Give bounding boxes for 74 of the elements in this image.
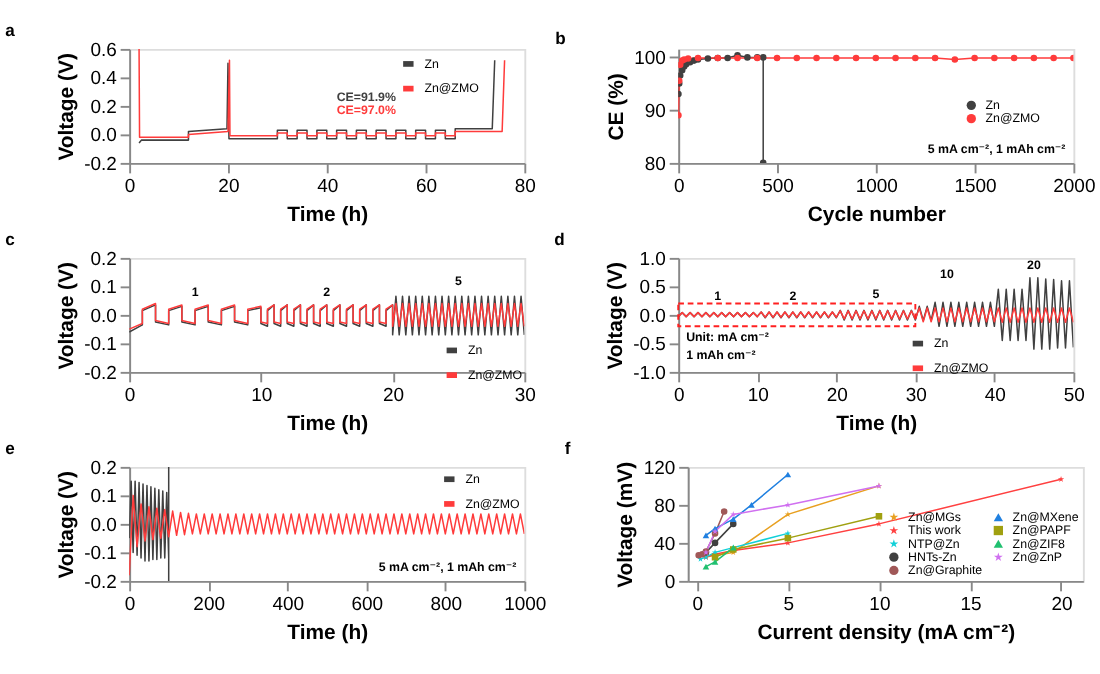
y-tick-label: -0.2 xyxy=(84,362,117,385)
y-tick-label: 1.0 xyxy=(639,248,666,271)
x-tick-label: 30 xyxy=(514,385,536,408)
chart-title: d xyxy=(554,228,565,249)
y-tick-label: -0.2 xyxy=(84,153,117,176)
x-tick-label: 0 xyxy=(124,176,136,199)
y-tick-label: 0.1 xyxy=(90,486,117,509)
chart-title: f xyxy=(564,437,571,458)
x-tick-label: 15 xyxy=(960,594,982,617)
x-tick-label: 10 xyxy=(747,385,769,408)
x-tick-label: 400 xyxy=(272,594,305,617)
y-tick-label: 0.0 xyxy=(639,305,666,328)
x-tick-label: 1500 xyxy=(954,176,997,199)
x-tick-label: 2000 xyxy=(1053,176,1096,199)
y-tick-label: 120 xyxy=(643,457,676,480)
x-tick-label: 30 xyxy=(905,385,927,408)
y-tick-label: 90 xyxy=(644,100,666,123)
y-axis-title: CE (%) xyxy=(606,73,629,141)
y-tick-label: 0.6 xyxy=(90,39,117,62)
x-tick-label: 20 xyxy=(826,385,848,408)
y-axis-title: Voltage (V) xyxy=(56,53,79,161)
y-tick-label: -1.0 xyxy=(633,362,666,385)
x-tick-label: 20 xyxy=(1051,594,1073,617)
y-tick-label: -0.1 xyxy=(84,543,117,566)
x-tick-label: 20 xyxy=(383,385,405,408)
y-tick-label: -0.5 xyxy=(633,334,666,357)
x-axis-title: Time (h) xyxy=(287,204,369,227)
x-axis-title: Time (h) xyxy=(836,413,918,436)
x-tick-label: 500 xyxy=(762,176,794,199)
y-tick-label: 0.2 xyxy=(90,457,117,480)
x-tick-label: 1000 xyxy=(855,176,898,199)
y-tick-label: 80 xyxy=(644,153,666,176)
y-tick-label: 0.0 xyxy=(90,125,117,148)
y-tick-label: 0.4 xyxy=(90,68,117,91)
y-tick-label: -0.1 xyxy=(84,334,117,357)
x-tick-label: 10 xyxy=(869,594,891,617)
y-tick-label: 40 xyxy=(654,533,676,556)
chart-title: b xyxy=(555,27,566,48)
x-tick-label: 800 xyxy=(430,594,463,617)
chart-title: c xyxy=(5,228,16,249)
x-tick-label: 40 xyxy=(317,176,339,199)
y-tick-label: -0.2 xyxy=(84,571,117,594)
x-tick-label: 0 xyxy=(124,385,136,408)
x-axis-title: Cycle number xyxy=(807,204,946,227)
x-tick-label: 1000 xyxy=(504,594,547,617)
y-tick-label: 100 xyxy=(634,47,666,70)
x-tick-label: 10 xyxy=(251,385,273,408)
y-axis-title: Voltage (mV) xyxy=(616,461,639,588)
y-tick-label: 0.5 xyxy=(639,277,666,300)
y-tick-label: 0.0 xyxy=(90,305,117,328)
x-axis-title: Time (h) xyxy=(287,622,369,645)
y-tick-label: 0.2 xyxy=(90,96,117,119)
x-tick-label: 0 xyxy=(124,594,136,617)
y-axis-title: Voltage (V) xyxy=(56,262,79,370)
chart-title: e xyxy=(5,437,16,458)
x-tick-label: 60 xyxy=(415,176,438,199)
x-tick-label: 80 xyxy=(514,176,536,199)
x-tick-label: 600 xyxy=(351,594,384,617)
y-axis-title: Voltage (V) xyxy=(605,262,628,370)
y-tick-label: 0.0 xyxy=(90,514,117,537)
y-axis-title: Voltage (V) xyxy=(56,471,79,579)
x-tick-label: 5 xyxy=(783,594,795,617)
y-tick-label: 0.2 xyxy=(90,248,117,271)
y-tick-label: 80 xyxy=(654,495,676,518)
chart-title: a xyxy=(5,19,16,40)
x-tick-label: 40 xyxy=(984,385,1006,408)
y-tick-label: 0 xyxy=(664,571,676,594)
x-tick-label: 50 xyxy=(1063,385,1085,408)
x-axis-title: Time (h) xyxy=(287,413,369,436)
x-axis-title: Current density (mA cm⁻²) xyxy=(757,622,1016,645)
x-tick-label: 20 xyxy=(218,176,240,199)
x-tick-label: 200 xyxy=(193,594,225,617)
y-tick-label: 0.1 xyxy=(90,277,117,300)
x-tick-label: 0 xyxy=(692,594,704,617)
